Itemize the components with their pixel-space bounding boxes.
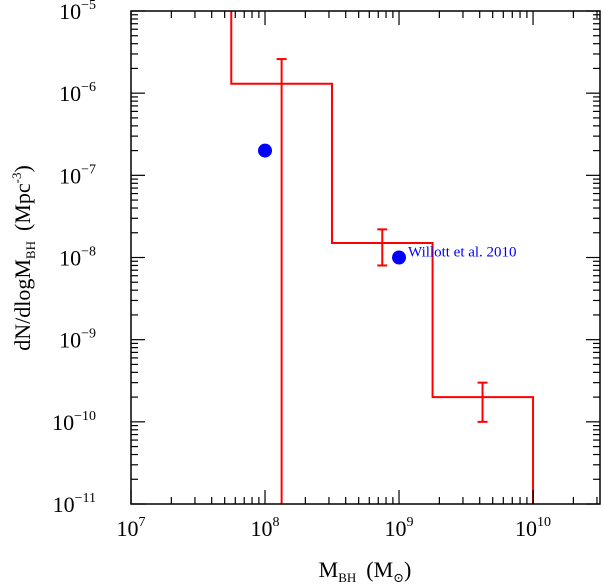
x-tick-label-base: 10: [515, 516, 537, 541]
axis-ticks: [130, 10, 600, 505]
y-tick-label-base: 10: [59, 81, 81, 106]
x-axis-unit-sub: ⊙: [393, 570, 404, 584]
y-tick-label-base: 10: [59, 246, 81, 271]
y-tick-label: 10−11: [53, 491, 96, 517]
y-tick-label: 10−8: [59, 245, 96, 271]
y-tick-label-exponent: −6: [81, 80, 96, 95]
x-tick-label-exponent: 8: [273, 515, 280, 530]
y-tick-label-exponent: −7: [81, 162, 96, 177]
x-axis-unit-open: (M: [366, 557, 393, 582]
y-tick-label-exponent: −9: [81, 327, 96, 342]
y-tick-label-exponent: −5: [81, 0, 96, 13]
y-axis-title: dN/dlogMBH (Mpc-3): [9, 165, 38, 351]
x-axis-title-sub: BH: [338, 570, 356, 584]
x-axis-title: MBH (M⊙): [319, 557, 412, 584]
y-axis-title-main: dN/dlogM: [10, 259, 35, 351]
x-tick-label-exponent: 9: [407, 515, 414, 530]
data-point: [392, 250, 407, 265]
y-tick-label-base: 10: [52, 410, 74, 435]
y-axis-unit-close: ): [10, 165, 35, 172]
x-tick-label-exponent: 7: [139, 515, 146, 530]
chart-marks: Willott et al. 2010: [230, 11, 535, 504]
x-axis-unit-close: ): [404, 557, 411, 582]
y-axis-title-sub: BH: [23, 241, 38, 259]
x-tick-label-base: 10: [117, 516, 139, 541]
y-tick-label-base: 10: [59, 163, 81, 188]
x-tick-label: 1010: [515, 515, 551, 541]
x-tick-label-exponent: 10: [537, 515, 551, 530]
y-tick-label: 10−9: [59, 327, 96, 353]
plot-frame: [130, 10, 601, 505]
y-tick-label-exponent: −10: [74, 409, 96, 424]
y-axis-unit-sup: -3: [9, 173, 24, 184]
tick-labels: 107 108 109 101010−510−610−710−810−910−1010…: [52, 0, 551, 541]
y-tick-label: 10−5: [59, 0, 96, 24]
x-tick-label: 109: [385, 515, 414, 541]
x-tick-label: 107: [117, 515, 146, 541]
y-tick-label-base: 10: [59, 0, 81, 24]
point-annotation: Willott et al. 2010: [408, 245, 517, 261]
y-tick-label-exponent: −8: [81, 245, 96, 260]
y-tick-label: 10−6: [59, 80, 96, 106]
y-tick-label: 10−7: [59, 162, 96, 188]
data-point: [258, 143, 273, 158]
x-tick-label: 108: [251, 515, 280, 541]
x-axis-title-main: M: [319, 557, 339, 582]
y-tick-label-base: 10: [53, 492, 75, 517]
x-tick-label-base: 10: [251, 516, 273, 541]
y-tick-label-base: 10: [59, 328, 81, 353]
x-tick-label-base: 10: [385, 516, 407, 541]
y-tick-label: 10−10: [52, 409, 96, 435]
y-axis-unit-open: (Mpc: [10, 183, 35, 231]
y-tick-label-exponent: −11: [75, 491, 96, 506]
